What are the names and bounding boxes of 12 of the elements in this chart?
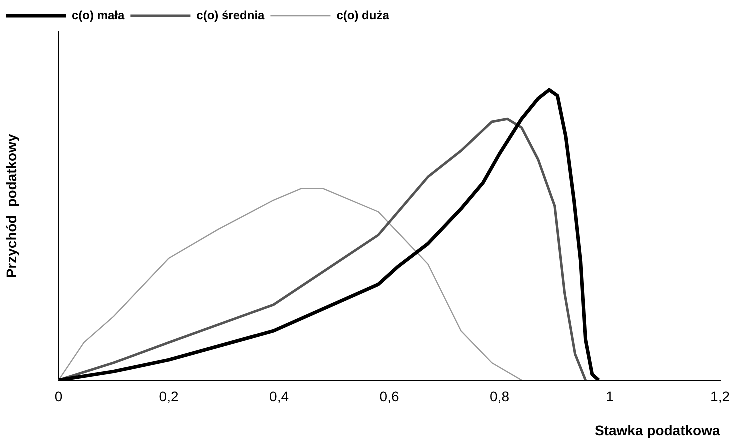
legend-label: c(o) mała	[72, 8, 126, 22]
x-tick-label: 0,8	[490, 388, 510, 405]
x-tick-label: 0,6	[380, 388, 400, 405]
legend-label: c(o) średnia	[196, 8, 266, 22]
x-tick-label: 1,2	[710, 388, 730, 405]
x-tick-label: 0,2	[159, 388, 179, 405]
legend-label: c(o) duża	[336, 8, 390, 22]
x-tick-label: 0,4	[270, 388, 290, 405]
x-tick-label: 1	[606, 388, 614, 405]
x-tick-label: 0	[54, 388, 63, 405]
y-axis-title: Przychód podatkowy	[3, 134, 20, 278]
x-axis-title: Stawka podatkowa	[595, 422, 720, 438]
